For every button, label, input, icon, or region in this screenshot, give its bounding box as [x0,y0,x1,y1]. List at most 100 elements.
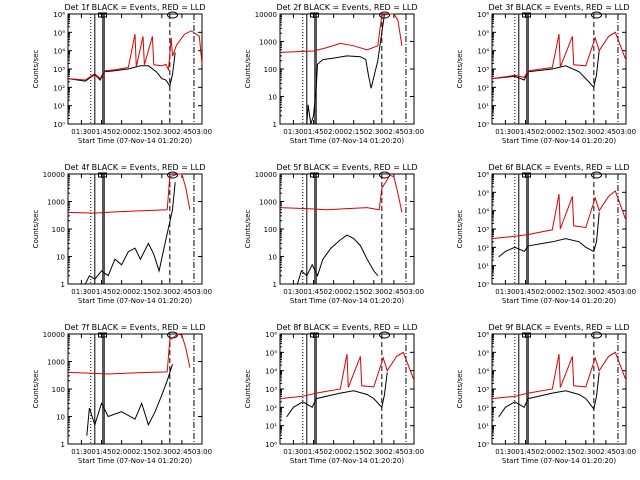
x-tick-label: 01:30 [495,128,515,136]
y-tick-label: 1 [273,281,277,289]
panel-2: Det 2f BLACK = Events, RED = LLD 1 10 100 10… [244,3,424,145]
y-tick-label: 10⁴ [477,208,489,216]
marker-box [310,12,319,18]
y-tick-label: 100 [52,386,65,394]
panel-3: Det 3f BLACK = Events, RED = LLD 10⁰ 10¹ 10… [456,3,636,145]
y-axis-label: Counts/sec [32,210,40,249]
series-events-line [84,182,176,285]
y-tick-label: 10 [56,254,65,262]
plot-frame [491,333,627,445]
marker-box [310,332,319,338]
x-tick-label: 02:45 [384,288,404,296]
series-lld-line [279,13,403,53]
marker-ellipse [591,331,603,339]
marker-box [310,172,319,178]
series-lld-line [491,31,627,80]
plot-frame [491,13,627,125]
series-lld-line [67,173,191,214]
y-tick-label: 10⁰ [53,121,65,129]
y-tick-label: 10 [268,94,277,102]
y-tick-label: 10⁴ [265,368,277,376]
y-tick-label: 10² [477,84,489,92]
y-tick-label: 10⁶ [477,11,489,19]
x-tick-label: 02:45 [172,288,192,296]
x-tick-label: 02:30 [152,128,172,136]
x-tick-label: 01:45 [515,128,535,136]
y-tick-label: 10⁰ [265,441,277,449]
x-axis-label: Start Time (07-Nov-14 01:20:20) [290,297,404,305]
panel-5: Det 5f BLACK = Events, RED = LLD 1 10 100 10… [244,163,424,305]
y-tick-label: 1 [273,121,277,129]
y-tick-label: 10¹ [477,103,489,111]
x-tick-label: 02:45 [384,128,404,136]
panel-title: Det 8f BLACK = Events, RED = LLD [276,323,417,332]
plot-frame [279,173,415,285]
y-tick-label: 10⁰ [477,281,489,289]
x-tick-label: 02:15 [344,448,364,456]
x-tick-label: 02:15 [556,448,576,456]
x-tick-label: 02:15 [132,288,152,296]
x-tick-label: 02:45 [596,128,616,136]
marker-ellipse [167,171,179,179]
x-tick-label: 02:30 [576,448,596,456]
y-tick-label: 1000 [259,199,277,207]
y-tick-label: 10¹ [265,423,277,431]
x-axis-label: Start Time (07-Nov-14 01:20:20) [78,457,192,465]
x-tick-label: 01:30 [495,448,515,456]
series-lld-line [491,351,627,400]
x-axis-label: Start Time (07-Nov-14 01:20:20) [502,297,616,305]
y-tick-label: 10⁰ [477,441,489,449]
x-tick-label: 02:30 [152,448,172,456]
x-tick-label: 01:30 [283,288,303,296]
marker-ellipse [591,11,603,19]
plot-frame [279,333,415,445]
y-tick-label: 10000 [255,171,277,179]
x-tick-label: 01:30 [71,128,91,136]
x-axis-label: Start Time (07-Nov-14 01:20:20) [78,297,192,305]
marker-ellipse [379,171,391,179]
series-lld-line [279,351,415,400]
x-tick-label: 02:30 [364,448,384,456]
y-tick-label: 10⁵ [265,349,277,357]
series-events-line [298,13,385,125]
panel-title: Det 5f BLACK = Events, RED = LLD [276,163,417,172]
marker-ellipse [167,11,179,19]
y-tick-label: 10⁶ [477,171,489,179]
x-tick-label: 01:30 [283,448,303,456]
y-axis-label: Counts/sec [456,210,464,249]
y-tick-label: 10³ [53,66,65,74]
panel-1: Det 1f BLACK = Events, RED = LLD 10⁰ 10¹ 10… [32,3,212,145]
series-lld-line [67,333,191,375]
y-tick-label: 1 [61,441,65,449]
panel-title: Det 9f BLACK = Events, RED = LLD [488,323,629,332]
y-tick-label: 10² [477,244,489,252]
y-tick-label: 10⁵ [53,29,65,37]
x-tick-label: 01:45 [91,448,111,456]
marker-ellipse [379,331,391,339]
y-tick-label: 10¹ [477,263,489,271]
x-tick-label: 03:00 [616,448,636,456]
x-tick-label: 01:30 [71,288,91,296]
marker-box [98,332,107,338]
x-tick-label: 02:15 [556,128,576,136]
plot-frame [491,173,627,285]
x-tick-label: 02:45 [172,448,192,456]
y-tick-label: 10⁵ [477,349,489,357]
panel-title: Det 1f BLACK = Events, RED = LLD [64,3,205,12]
series-lld-line [491,190,627,240]
series-lld-line [67,30,203,81]
y-tick-label: 10 [56,414,65,422]
x-axis-label: Start Time (07-Nov-14 01:20:20) [290,137,404,145]
x-tick-label: 03:00 [192,288,212,296]
y-tick-label: 1000 [47,199,65,207]
series-events-line [296,234,379,285]
y-tick-label: 10¹ [477,423,489,431]
y-tick-label: 10000 [43,331,65,339]
marker-box [98,12,107,18]
y-tick-label: 1000 [47,359,65,367]
panel-title: Det 6f BLACK = Events, RED = LLD [488,163,629,172]
x-axis-label: Start Time (07-Nov-14 01:20:20) [502,457,616,465]
y-tick-label: 10² [53,84,65,92]
x-tick-label: 02:45 [596,288,616,296]
